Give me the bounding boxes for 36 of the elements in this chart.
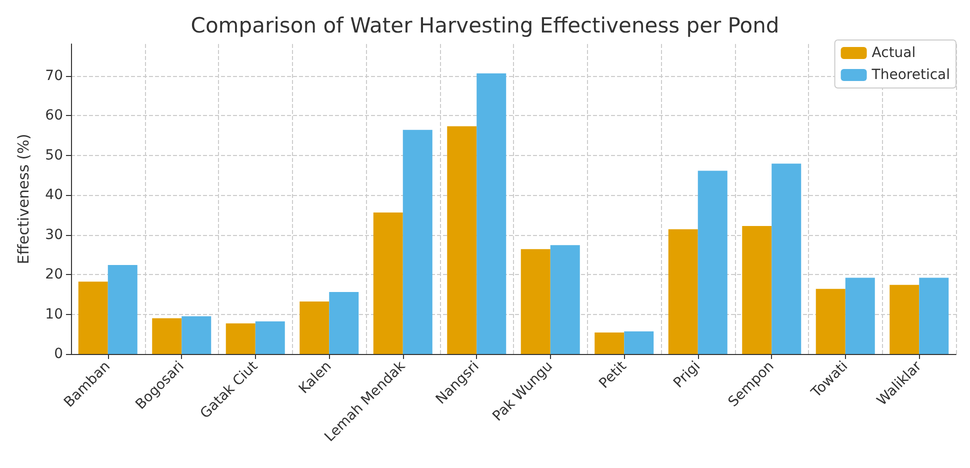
bar <box>668 229 698 354</box>
bar <box>329 292 359 354</box>
chart-title: Comparison of Water Harvesting Effectiveness per Pond <box>190 14 780 38</box>
bar <box>300 302 330 354</box>
bar <box>550 245 580 354</box>
y-tick-label: 60 <box>45 108 63 124</box>
bar <box>520 249 550 354</box>
bar <box>594 332 624 354</box>
bar <box>255 321 285 354</box>
bar <box>402 130 432 354</box>
y-tick-label: 0 <box>54 346 63 362</box>
bar <box>845 278 875 354</box>
bar <box>919 278 949 354</box>
bar <box>78 282 108 354</box>
y-tick-label: 30 <box>45 226 63 243</box>
bar <box>816 288 846 354</box>
bar <box>772 164 802 354</box>
bar <box>447 126 477 354</box>
bar <box>182 316 212 354</box>
y-axis-title: Effectiveness (%) <box>14 134 32 264</box>
bar <box>698 170 728 354</box>
bar <box>476 73 506 354</box>
y-tick-label: 70 <box>45 68 63 84</box>
bar <box>890 284 920 354</box>
legend-label: Actual <box>872 45 916 61</box>
y-tick-label: 10 <box>45 306 63 322</box>
y-tick-label: 50 <box>45 147 63 164</box>
y-tick-label: 40 <box>45 187 63 204</box>
bar <box>624 331 654 354</box>
bar <box>226 323 256 354</box>
bar <box>108 264 138 354</box>
bar <box>742 226 772 354</box>
legend-label: Theoretical <box>870 67 950 83</box>
bar <box>152 318 182 354</box>
bar <box>373 212 403 354</box>
y-tick-label: 20 <box>45 266 63 283</box>
